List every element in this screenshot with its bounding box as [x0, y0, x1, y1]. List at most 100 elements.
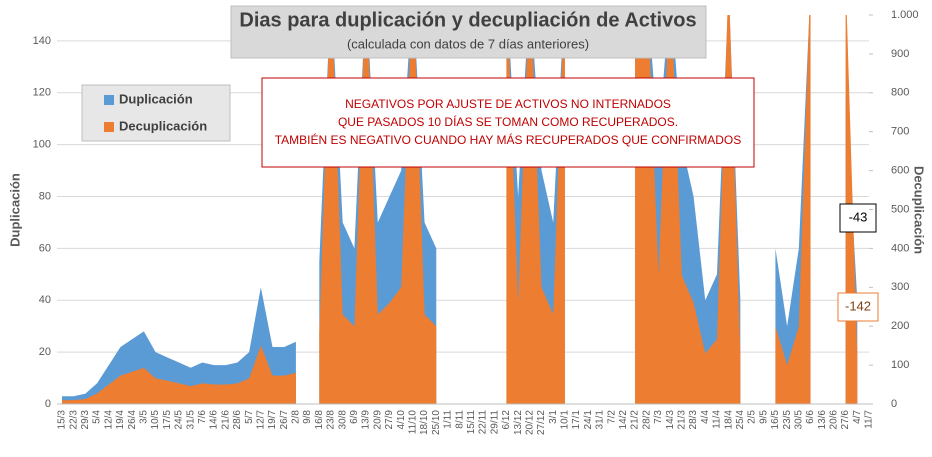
- y2-tick-label: 500: [891, 203, 909, 215]
- x-tick-label: 11/10: [408, 410, 419, 435]
- x-tick-label: 25/10: [431, 410, 442, 435]
- x-tick-label: 28/2: [641, 410, 652, 430]
- x-tick-label: 27/12: [536, 410, 547, 435]
- x-tick-label: 27/9: [384, 410, 395, 430]
- chart-title: Dias para duplicación y decupliación de …: [239, 9, 696, 31]
- y-tick-label: 40: [39, 294, 51, 306]
- x-tick-label: 8/11: [454, 410, 465, 429]
- x-tick-label: 14/3: [665, 410, 676, 430]
- y2-tick-label: 300: [891, 281, 909, 293]
- x-tick-label: 27/6: [840, 410, 851, 430]
- annotation-box: [261, 77, 755, 168]
- x-tick-label: 7/6: [197, 410, 208, 424]
- x-tick-label: 4/7: [852, 410, 863, 424]
- x-tick-label: 19/4: [115, 410, 126, 430]
- x-tick-label: 13/6: [817, 410, 828, 430]
- y2-tick-label: 1.000: [891, 9, 919, 21]
- y2-axis-title: Decuplicación: [912, 166, 927, 254]
- x-tick-label: 24/5: [174, 410, 185, 430]
- x-tick-label: 10/1: [560, 410, 571, 430]
- annotation: QUE PASADOS 10 DÍAS SE TOMAN COMO RECUPE…: [338, 114, 678, 129]
- x-tick-label: 5/7: [244, 410, 255, 424]
- x-tick-label: 17/1: [571, 410, 582, 430]
- y-tick-label: 0: [45, 398, 51, 410]
- x-tick-label: 12/7: [255, 410, 266, 430]
- x-tick-label: 26/7: [279, 410, 290, 430]
- y2-tick-label: 200: [891, 320, 909, 332]
- x-tick-label: 12/4: [103, 410, 114, 430]
- y2-tick-label: 700: [891, 126, 909, 138]
- annotation: TAMBIÉN ES NEGATIVO CUANDO HAY MÁS RECUP…: [275, 132, 742, 147]
- x-tick-label: 1/11: [443, 410, 454, 429]
- x-tick-label: 18/4: [723, 410, 734, 430]
- x-tick-label: 29/11: [489, 410, 500, 435]
- x-tick-label: 6/6: [805, 410, 816, 424]
- x-tick-label: 15/11: [466, 410, 477, 435]
- x-tick-label: 25/4: [735, 410, 746, 430]
- x-tick-label: 28/3: [688, 410, 699, 430]
- y2-tick-label: 900: [891, 48, 909, 60]
- x-tick-label: 13/12: [513, 410, 524, 435]
- x-tick-label: 5/4: [92, 410, 103, 424]
- legend-swatch: [104, 122, 114, 132]
- y-tick-label: 100: [33, 139, 51, 151]
- x-tick-label: 16/5: [770, 410, 781, 430]
- y-tick-label: 60: [39, 242, 51, 254]
- x-tick-label: 13/9: [361, 410, 372, 430]
- x-tick-label: 29/3: [80, 410, 91, 430]
- y-tick-label: 80: [39, 190, 51, 202]
- x-tick-label: 15/3: [57, 410, 68, 430]
- point-label-box: [837, 292, 879, 322]
- x-tick-label: 11/7: [864, 410, 875, 429]
- point-label-box: [839, 203, 877, 233]
- y-tick-label: 140: [33, 35, 51, 47]
- x-tick-label: 26/4: [127, 410, 138, 430]
- x-tick-label: 17/5: [162, 410, 173, 430]
- legend-swatch: [104, 95, 114, 105]
- x-tick-label: 22/11: [478, 410, 489, 435]
- x-tick-label: 31/5: [185, 410, 196, 430]
- x-tick-label: 4/4: [700, 410, 711, 424]
- x-tick-label: 4/10: [396, 410, 407, 430]
- x-tick-label: 11/4: [712, 410, 723, 429]
- x-tick-label: 6/9: [349, 410, 360, 424]
- x-tick-label: 28/6: [232, 410, 243, 430]
- x-tick-label: 14/2: [618, 410, 629, 430]
- legend-label: Decuplicación: [119, 118, 207, 133]
- x-tick-label: 22/3: [68, 410, 79, 430]
- x-tick-label: 10/5: [150, 410, 161, 430]
- y2-tick-label: 100: [891, 359, 909, 371]
- x-tick-label: 14/6: [209, 410, 220, 430]
- x-tick-label: 23/5: [782, 410, 793, 430]
- subtitle: (calculada con datos de 7 días anteriore…: [347, 36, 589, 51]
- x-tick-label: 24/1: [583, 410, 594, 430]
- x-tick-label: 21/2: [630, 410, 641, 430]
- x-tick-label: 31/1: [595, 410, 606, 430]
- x-tick-label: 19/7: [267, 410, 278, 430]
- y-tick-label: 120: [33, 87, 51, 99]
- y2-tick-label: 800: [891, 87, 909, 99]
- x-tick-label: 16/8: [314, 410, 325, 430]
- x-tick-label: 20/6: [829, 410, 840, 430]
- x-tick-label: 7/2: [606, 410, 617, 424]
- y2-tick-label: 400: [891, 242, 909, 254]
- x-tick-label: 7/3: [653, 410, 664, 424]
- y2-tick-label: 0: [891, 398, 897, 410]
- x-tick-label: 21/3: [677, 410, 688, 430]
- x-tick-label: 30/5: [793, 410, 804, 430]
- x-tick-label: 3/5: [139, 410, 150, 424]
- point-label: -142: [845, 298, 871, 313]
- x-tick-label: 3/1: [548, 410, 559, 424]
- x-tick-label: 2/5: [747, 410, 758, 424]
- point-label: -43: [849, 209, 868, 224]
- legend-label: Duplicación: [119, 91, 193, 106]
- x-tick-label: 23/8: [326, 410, 337, 430]
- x-tick-label: 6/12: [501, 410, 512, 430]
- area: [62, 15, 858, 404]
- x-tick-label: 9/5: [758, 410, 769, 424]
- x-tick-label: 20/12: [524, 410, 535, 435]
- x-tick-label: 2/8: [291, 410, 302, 424]
- x-tick-label: 18/10: [419, 410, 430, 435]
- x-tick-label: 21/6: [220, 410, 231, 430]
